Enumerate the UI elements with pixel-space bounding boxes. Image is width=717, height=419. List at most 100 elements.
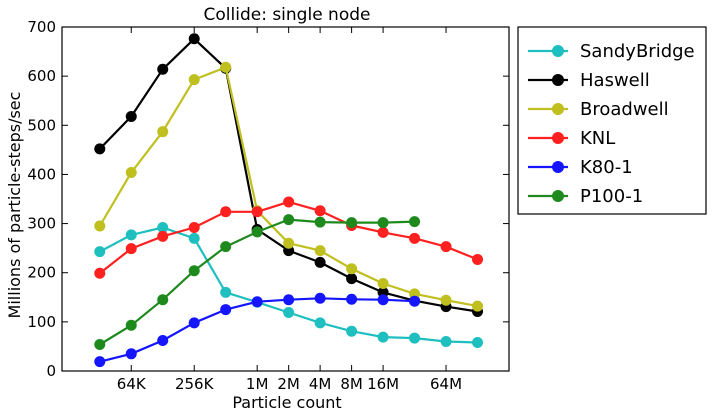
legend-label: KNL	[580, 128, 615, 149]
x-tick-label: 1M	[246, 375, 269, 393]
x-tick-label: 64K	[117, 375, 147, 393]
legend-item: P100-1	[528, 186, 643, 207]
data-point	[157, 126, 169, 138]
y-axis-label: Millions of particle-steps/sec	[5, 92, 24, 319]
data-point	[94, 246, 106, 258]
legend-marker	[552, 132, 564, 144]
legend-marker	[552, 103, 564, 115]
legend-item: Broadwell	[528, 99, 669, 120]
data-point	[440, 294, 452, 306]
data-point	[283, 196, 295, 208]
chart-title: Collide: single node	[204, 5, 371, 25]
x-tick-label: 2M	[277, 375, 300, 393]
data-point	[283, 237, 295, 249]
legend-label: SandyBridge	[580, 41, 695, 62]
data-point	[314, 292, 326, 304]
data-point	[188, 317, 200, 329]
data-point	[346, 273, 358, 285]
legend-marker	[552, 190, 564, 202]
x-tick-label: 4M	[309, 375, 332, 393]
data-point	[377, 331, 389, 343]
data-point	[157, 63, 169, 75]
data-point	[220, 241, 232, 253]
data-point	[220, 304, 232, 316]
data-point	[94, 220, 106, 232]
legend-item: SandyBridge	[528, 41, 695, 62]
data-point	[125, 166, 137, 178]
legend: SandyBridge Haswell Broadwell KNL K80-1 P100-…	[517, 26, 707, 215]
legend-label: P100-1	[580, 186, 643, 207]
series-p100-1	[94, 214, 421, 350]
y-tick-label: 200	[27, 264, 56, 282]
data-point	[283, 294, 295, 306]
x-tick-label: 256K	[175, 375, 215, 393]
data-point	[440, 241, 452, 253]
plot-frame	[61, 26, 510, 372]
data-point	[188, 222, 200, 234]
series-broadwell	[94, 61, 484, 312]
data-point	[472, 300, 484, 312]
legend-item: KNL	[528, 128, 615, 149]
data-point	[472, 336, 484, 348]
x-tick-label: 16M	[367, 375, 399, 393]
plot-area	[94, 33, 484, 368]
data-point	[377, 278, 389, 290]
legend-label: Broadwell	[580, 99, 669, 120]
x-tick-label: 8M	[340, 375, 363, 393]
data-point	[125, 229, 137, 241]
data-point	[377, 294, 389, 306]
data-point	[251, 296, 263, 308]
y-tick-label: 400	[27, 165, 56, 183]
data-point	[377, 226, 389, 238]
data-point	[220, 286, 232, 298]
y-tick-label: 600	[27, 67, 56, 85]
data-point	[314, 317, 326, 329]
data-point	[188, 74, 200, 86]
y-tick-label: 300	[27, 215, 56, 233]
data-point	[188, 265, 200, 277]
y-tick-label: 100	[27, 313, 56, 331]
legend-marker	[552, 161, 564, 173]
data-point	[409, 232, 421, 244]
data-point	[125, 243, 137, 255]
data-point	[314, 205, 326, 217]
data-point	[346, 293, 358, 305]
x-axis-label: Particle count	[232, 393, 341, 412]
data-point	[94, 338, 106, 350]
legend-marker	[552, 74, 564, 86]
data-point	[409, 216, 421, 228]
series-knl	[94, 196, 484, 279]
data-point	[94, 356, 106, 368]
series-k80-1	[94, 292, 421, 368]
data-point	[283, 307, 295, 319]
data-point	[125, 110, 137, 122]
data-point	[346, 325, 358, 337]
data-point	[409, 332, 421, 344]
legend-marker	[552, 45, 564, 57]
data-point	[251, 226, 263, 238]
data-point	[314, 256, 326, 268]
legend-item: K80-1	[528, 157, 633, 178]
data-point	[346, 217, 358, 229]
x-tick-label: 64M	[430, 375, 462, 393]
data-point	[314, 245, 326, 257]
legend-item: Haswell	[528, 70, 650, 91]
data-point	[157, 222, 169, 234]
data-point	[409, 295, 421, 307]
data-point	[125, 348, 137, 360]
legend-frame	[517, 26, 707, 215]
y-tick-label: 700	[27, 18, 56, 36]
data-point	[157, 230, 169, 242]
data-point	[440, 336, 452, 348]
data-point	[94, 267, 106, 279]
legend-label: K80-1	[580, 157, 633, 178]
data-point	[157, 335, 169, 347]
data-point	[220, 61, 232, 73]
data-point	[314, 216, 326, 228]
data-point	[188, 232, 200, 244]
data-point	[251, 206, 263, 218]
data-point	[346, 263, 358, 275]
data-point	[283, 214, 295, 226]
data-point	[94, 143, 106, 155]
